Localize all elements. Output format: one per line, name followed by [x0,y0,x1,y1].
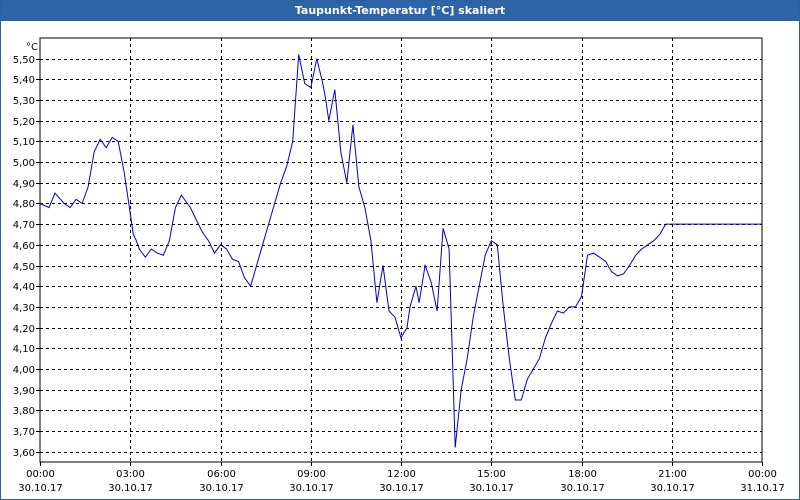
y-tick-label: 4,70 [13,220,35,231]
y-tick-label: 3,60 [13,448,35,459]
x-tick-date-label: 30.10.17 [289,483,334,494]
y-tick-label: 4,00 [13,365,35,376]
axes [36,37,763,466]
y-tick-label: 4,40 [13,282,35,293]
x-tick-time-label: 12:00 [387,469,416,480]
x-tick-date-label: 30.10.17 [560,483,605,494]
y-tick-label: 3,70 [13,427,35,438]
y-tick-label: 4,10 [13,344,35,355]
x-tick-time-label: 00:00 [748,469,777,480]
x-tick-date-label: 31.10.17 [740,483,785,494]
x-tick-time-label: 21:00 [658,469,687,480]
x-tick-time-label: 03:00 [116,469,145,480]
y-tick-label: 3,80 [13,406,35,417]
y-tick-label: 5,30 [13,96,35,107]
y-tick-label: 4,60 [13,241,35,252]
x-tick-time-label: 00:00 [26,469,55,480]
x-tick-date-label: 30.10.17 [199,483,244,494]
x-tick-date-label: 30.10.17 [650,483,695,494]
y-tick-label: 5,10 [13,137,35,148]
y-tick-label: 5,40 [13,75,35,86]
x-tick-date-label: 30.10.17 [108,483,153,494]
x-tick-date-label: 30.10.17 [18,483,63,494]
y-tick-label: 4,90 [13,179,35,190]
x-tick-time-label: 18:00 [568,469,597,480]
tick-labels: 3,60 3,70 3,80 3,90 4,00 4,10 4,20 4,30 4,40 4,50… [13,55,785,494]
grid [40,38,762,462]
x-tick-date-label: 30.10.17 [469,483,514,494]
y-tick-label: 4,80 [13,199,35,210]
y-axis-unit-label: °C [26,42,38,53]
y-tick-label: 4,30 [13,303,35,314]
y-tick-label: 5,00 [13,158,35,169]
y-tick-label: 4,50 [13,262,35,273]
x-tick-date-label: 30.10.17 [379,483,424,494]
window-title: Taupunkt-Temperatur [°C] skaliert [1,1,799,21]
x-tick-time-label: 15:00 [477,469,506,480]
y-tick-label: 3,90 [13,386,35,397]
x-tick-time-label: 06:00 [207,469,236,480]
x-tick-time-label: 09:00 [297,469,326,480]
series-line [39,54,762,448]
y-tick-label: 5,50 [13,55,35,66]
y-tick-label: 5,20 [13,117,35,128]
y-tick-label: 4,20 [13,324,35,335]
